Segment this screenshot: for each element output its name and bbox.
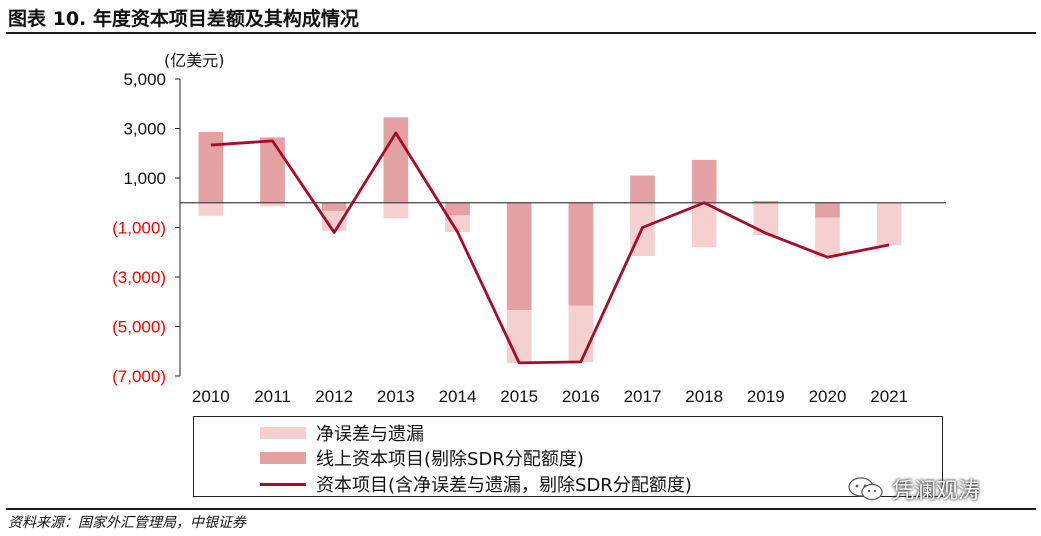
y-tick-label: 1,000 bbox=[123, 169, 166, 188]
watermark: 凭澜观涛 bbox=[848, 474, 980, 504]
x-tick-label: 2011 bbox=[254, 387, 291, 406]
x-tick-label: 2020 bbox=[809, 387, 847, 406]
bar-errors bbox=[383, 202, 409, 219]
legend-swatch-capital-total bbox=[260, 482, 306, 486]
bar-capital-ex-sdr bbox=[445, 202, 470, 216]
legend-swatch-capital-ex-sdr bbox=[260, 452, 306, 464]
x-tick-label: 2018 bbox=[685, 387, 723, 406]
y-tick-label: (3,000) bbox=[112, 268, 166, 287]
legend-item-capital-total: 资本项目(含净误差与遗漏，剔除SDR分配额度) bbox=[260, 471, 692, 497]
x-tick-label: 2012 bbox=[315, 387, 353, 406]
top-rule bbox=[6, 32, 1036, 34]
bar-capital-ex-sdr bbox=[198, 131, 224, 203]
y-tick-label: (1,000) bbox=[112, 219, 166, 238]
bar-errors bbox=[568, 305, 594, 362]
bar-errors bbox=[260, 202, 285, 207]
y-tick-label: (5,000) bbox=[112, 318, 166, 337]
y-tick-label: 3,000 bbox=[123, 120, 166, 139]
legend-item-errors: 净误差与遗漏 bbox=[260, 420, 424, 446]
legend-swatch-errors bbox=[260, 427, 306, 439]
axes-layer: 5,000 3,000 1,000 (1,000) (3,000) (5,000) (7,0… bbox=[112, 70, 908, 406]
legend-label-capital-ex-sdr: 线上资本项目(剔除SDR分配额度) bbox=[316, 449, 584, 470]
bar-errors bbox=[876, 203, 902, 246]
y-tick-label: 5,000 bbox=[123, 70, 166, 89]
x-tick-label: 2013 bbox=[377, 387, 415, 406]
bar-capital-ex-sdr bbox=[815, 202, 840, 218]
bar-capital-ex-sdr bbox=[383, 117, 409, 203]
legend-label-errors: 净误差与遗漏 bbox=[316, 424, 424, 445]
bar-errors bbox=[691, 202, 717, 248]
watermark-text: 凭澜观涛 bbox=[892, 479, 981, 504]
x-tick-label: 2019 bbox=[747, 387, 785, 406]
source-note: 资料来源：国家外汇管理局，中银证券 bbox=[8, 515, 246, 531]
legend: 净误差与遗漏 线上资本项目(剔除SDR分配额度) 资本项目(含净误差与遗漏，剔除… bbox=[193, 416, 943, 497]
unit-label: (亿美元) bbox=[164, 51, 225, 70]
wechat-icon bbox=[848, 477, 883, 501]
x-tick-label: 2021 bbox=[870, 387, 908, 406]
legend-item-capital-ex-sdr: 线上资本项目(剔除SDR分配额度) bbox=[260, 445, 584, 471]
bar-capital-ex-sdr bbox=[691, 159, 717, 203]
bar-capital-ex-sdr bbox=[506, 202, 532, 311]
bar-capital-ex-sdr bbox=[753, 201, 779, 203]
bottom-rule bbox=[6, 508, 1036, 510]
y-tick-label: (7,000) bbox=[112, 367, 166, 386]
bar-capital-ex-sdr bbox=[630, 175, 655, 203]
x-tick-label: 2010 bbox=[192, 387, 230, 406]
x-tick-label: 2014 bbox=[439, 387, 477, 406]
x-tick-label: 2015 bbox=[500, 387, 538, 406]
bar-errors bbox=[815, 217, 840, 258]
x-tick-label: 2017 bbox=[624, 387, 662, 406]
bars-layer bbox=[198, 117, 902, 363]
line-capital-total bbox=[210, 131, 890, 365]
figure-title: 图表 10. 年度资本项目差额及其构成情况 bbox=[8, 8, 359, 30]
bar-capital-ex-sdr bbox=[568, 202, 594, 306]
bar-capital-ex-sdr bbox=[260, 137, 285, 203]
legend-label-capital-total: 资本项目(含净误差与遗漏，剔除SDR分配额度) bbox=[316, 475, 692, 496]
bar-errors bbox=[198, 202, 224, 216]
bar-errors bbox=[506, 310, 532, 363]
line-layer bbox=[210, 131, 890, 365]
x-tick-label: 2016 bbox=[562, 387, 600, 406]
bar-capital-ex-sdr bbox=[321, 202, 347, 211]
